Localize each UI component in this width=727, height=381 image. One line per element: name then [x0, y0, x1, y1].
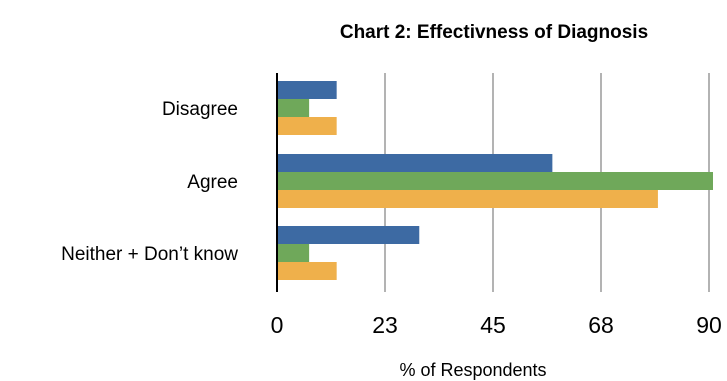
- bar: [277, 190, 658, 208]
- x-tick-label: 68: [588, 312, 614, 338]
- bar: [277, 262, 337, 280]
- category-label: Neither + Don’t know: [61, 244, 238, 265]
- bar: [277, 226, 420, 244]
- category-label: Agree: [187, 172, 238, 193]
- bars: [277, 81, 713, 280]
- bar: [277, 99, 310, 117]
- category-label: Disagree: [162, 99, 238, 120]
- x-tick-label: 23: [372, 312, 398, 338]
- x-tick-label: 45: [480, 312, 506, 338]
- x-tick-label: 0: [271, 312, 284, 338]
- bar: [277, 244, 310, 262]
- category-labels: Disagree Agree Neither + Don’t know: [61, 99, 238, 265]
- bar: [277, 81, 337, 99]
- bar: [277, 117, 337, 135]
- x-axis-label: % of Respondents: [399, 360, 546, 380]
- chart-title: Chart 2: Effectivness of Diagnosis: [340, 22, 648, 43]
- x-tick-label: 90: [696, 312, 722, 338]
- x-tick-labels: 0 23 45 68 90: [271, 312, 722, 338]
- bar: [277, 154, 553, 172]
- bar: [277, 172, 713, 190]
